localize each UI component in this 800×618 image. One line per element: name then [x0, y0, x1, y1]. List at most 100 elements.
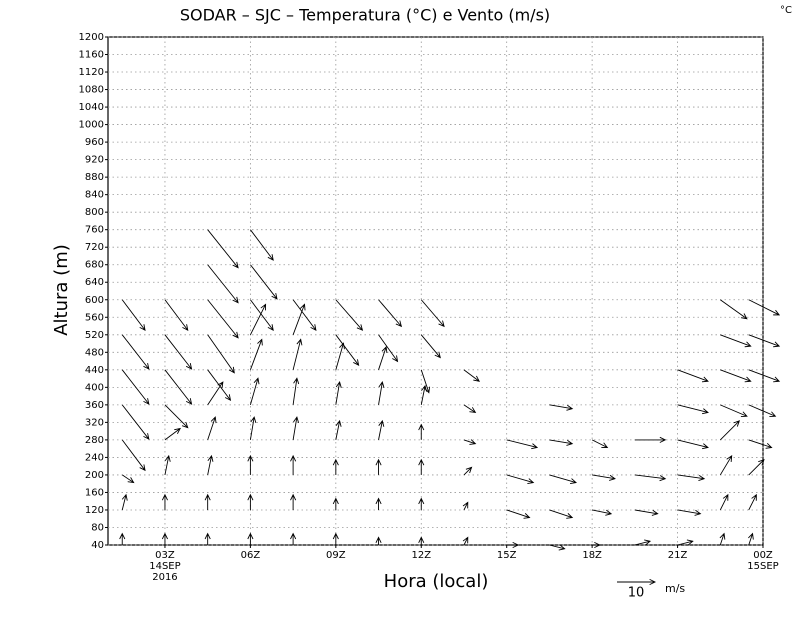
wind-arrow	[418, 423, 425, 440]
x-tick-label: 00Z	[753, 550, 773, 561]
wind-arrow	[249, 416, 257, 440]
wind-arrow	[335, 299, 364, 331]
wind-arrow	[378, 419, 385, 440]
wind-arrow	[161, 532, 168, 545]
y-tick-label: 160	[85, 487, 104, 498]
wind-arrow	[677, 539, 694, 546]
wind-arrow	[677, 404, 709, 415]
y-tick-label: 440	[85, 365, 104, 376]
wind-arrow	[335, 342, 345, 370]
wind-arrow	[207, 299, 239, 339]
wind-arrow	[332, 458, 339, 475]
wind-arrow	[378, 299, 403, 328]
wind-arrow	[748, 439, 773, 449]
wind-arrow	[292, 377, 300, 405]
wind-arrow	[677, 474, 706, 481]
y-tick-label: 1080	[79, 85, 104, 96]
wind-arrow	[420, 299, 445, 328]
wind-arrow	[207, 229, 239, 269]
x-tick-label: 18Z	[582, 550, 602, 561]
wind-arrow	[121, 299, 146, 331]
wind-arrow	[121, 439, 146, 472]
y-tick-label: 1200	[79, 32, 104, 43]
y-tick-label: 40	[91, 540, 104, 551]
wind-arrow	[375, 536, 382, 545]
wind-arrow	[164, 454, 171, 476]
wind-arrow	[719, 532, 726, 546]
corner-label: °C	[780, 5, 792, 16]
x-tick-label: 09Z	[326, 550, 346, 561]
wind-arrow	[249, 303, 267, 335]
y-tick-label: 1160	[79, 50, 104, 61]
wind-arrow	[506, 439, 539, 450]
chart-title: SODAR – SJC – Temperatura (°C) e Vento (…	[180, 6, 550, 25]
wind-arrow	[292, 303, 306, 335]
y-tick-label: 280	[85, 435, 104, 446]
wind-arrow	[634, 509, 659, 516]
wind-arrow	[121, 369, 150, 405]
x-tick-label: 06Z	[241, 550, 261, 561]
y-tick-label: 640	[85, 277, 104, 288]
y-tick-label: 560	[85, 312, 104, 323]
wind-arrow	[332, 532, 339, 545]
wind-arrow	[161, 493, 168, 510]
wind-arrow	[207, 369, 232, 402]
wind-arrow	[121, 334, 150, 370]
wind-arrow	[720, 299, 748, 320]
wind-arrow	[506, 509, 531, 519]
wind-arrow	[207, 334, 235, 374]
plot-frame	[107, 36, 764, 546]
y-axis-label: Altura (m)	[51, 244, 72, 336]
y-tick-label: 800	[85, 207, 104, 218]
wind-arrow	[247, 532, 254, 545]
wind-arrow	[247, 454, 254, 475]
wind-arrow	[677, 369, 709, 383]
wind-arrow	[164, 404, 189, 429]
wind-arrow	[634, 539, 652, 546]
wind-arrow	[375, 458, 382, 475]
wind-arrow	[250, 264, 278, 300]
wind-arrow	[332, 497, 339, 510]
wind-arrow	[748, 404, 777, 417]
y-tick-label: 1000	[79, 120, 104, 131]
wind-arrow	[335, 334, 360, 367]
wind-arrow	[290, 454, 297, 475]
wind-arrow	[549, 544, 566, 551]
wind-arrow	[292, 416, 300, 440]
wind-arrow	[420, 369, 431, 394]
reference-speed: 10	[628, 586, 645, 601]
y-tick-label: 240	[85, 452, 104, 463]
wind-arrow	[748, 532, 754, 546]
wind-arrow	[677, 439, 709, 450]
wind-arrow	[249, 338, 263, 370]
y-tick-label: 840	[85, 190, 104, 201]
wind-arrow	[506, 474, 535, 484]
wind-arrow	[462, 536, 469, 546]
x-tick-label: 15Z	[497, 550, 517, 561]
y-tick-label: 600	[85, 295, 104, 306]
y-tick-label: 1040	[79, 102, 104, 113]
wind-arrow	[463, 439, 477, 445]
wind-arrow	[164, 427, 181, 441]
y-tick-label: 120	[85, 505, 104, 516]
wind-arrow	[549, 404, 574, 411]
wind-arrow	[748, 334, 781, 348]
wind-arrow	[250, 229, 274, 261]
wind-arrow	[720, 334, 752, 348]
y-tick-label: 680	[85, 260, 104, 271]
wind-arrow	[335, 381, 342, 405]
y-tick-label: 720	[85, 242, 104, 253]
x-axis-label: Hora (local)	[384, 571, 489, 592]
x-date-label: 15SEP	[747, 561, 778, 572]
y-tick-label: 480	[85, 347, 104, 358]
wind-arrow	[463, 466, 473, 476]
wind-arrow	[164, 369, 193, 405]
y-tick-label: 80	[91, 522, 104, 533]
wind-arrow	[249, 377, 260, 405]
wind-arrow	[549, 509, 574, 519]
wind-arrow	[748, 299, 781, 316]
wind-arrow	[204, 532, 211, 545]
wind-arrow	[121, 404, 150, 440]
wind-arrow	[462, 501, 469, 511]
y-tick-label: 520	[85, 330, 104, 341]
